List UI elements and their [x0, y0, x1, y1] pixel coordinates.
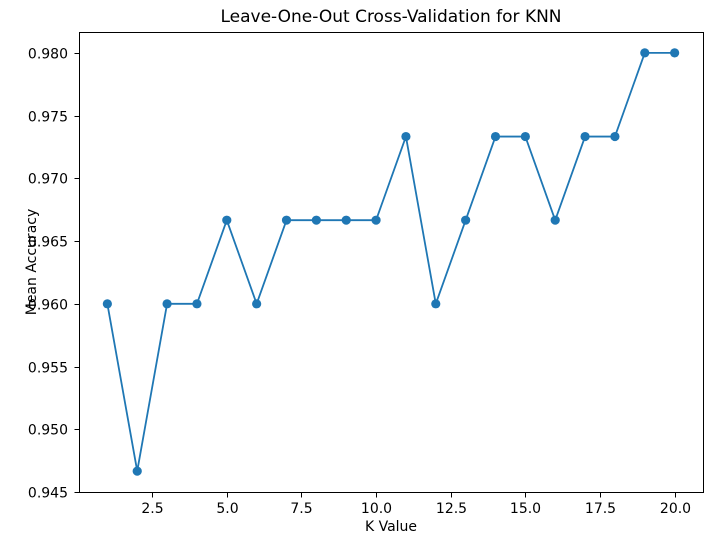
data-point: [162, 299, 172, 309]
y-tick-label: 0.950: [28, 423, 68, 439]
y-axis-label: Mean Accuracy: [24, 208, 40, 316]
data-point: [102, 299, 112, 309]
data-point: [132, 466, 142, 476]
x-tick-label: 20.0: [660, 501, 691, 517]
x-tick-label: 10.0: [361, 501, 392, 517]
data-point: [311, 215, 321, 225]
data-point: [222, 215, 232, 225]
y-tick-label: 0.955: [28, 361, 68, 377]
x-tick-label: 5.0: [216, 501, 238, 517]
data-point: [461, 215, 471, 225]
data-point: [281, 215, 292, 225]
data-point: [670, 48, 680, 58]
data-point: [520, 131, 530, 142]
x-tick-label: 15.0: [510, 501, 541, 517]
x-tick-label: 2.5: [141, 501, 163, 517]
y-tick-label: 0.980: [28, 47, 68, 63]
y-tick-label: 0.945: [28, 486, 68, 502]
x-tick-label: 12.5: [436, 501, 467, 517]
data-point: [371, 215, 381, 225]
data-point: [490, 131, 501, 142]
y-tick-label: 0.960: [28, 298, 68, 314]
x-tick-label: 7.5: [290, 501, 312, 517]
chart-title: Leave-One-Out Cross-Validation for KNN: [220, 7, 562, 27]
data-point: [252, 299, 262, 309]
y-tick-label: 0.970: [28, 172, 68, 188]
x-axis-label: K Value: [364, 519, 418, 535]
axes-spines: [79, 32, 704, 493]
data-point: [640, 48, 650, 58]
data-point: [550, 215, 560, 225]
data-point: [341, 215, 351, 225]
series-line: [106, 52, 676, 472]
x-tick-label: 17.5: [585, 501, 616, 517]
y-tick-label: 0.965: [28, 235, 68, 251]
data-point: [580, 131, 590, 142]
data-point: [401, 131, 411, 142]
y-tick-label: 0.975: [28, 110, 68, 126]
data-point: [192, 299, 202, 309]
data-point: [431, 299, 441, 309]
data-point: [610, 131, 620, 142]
